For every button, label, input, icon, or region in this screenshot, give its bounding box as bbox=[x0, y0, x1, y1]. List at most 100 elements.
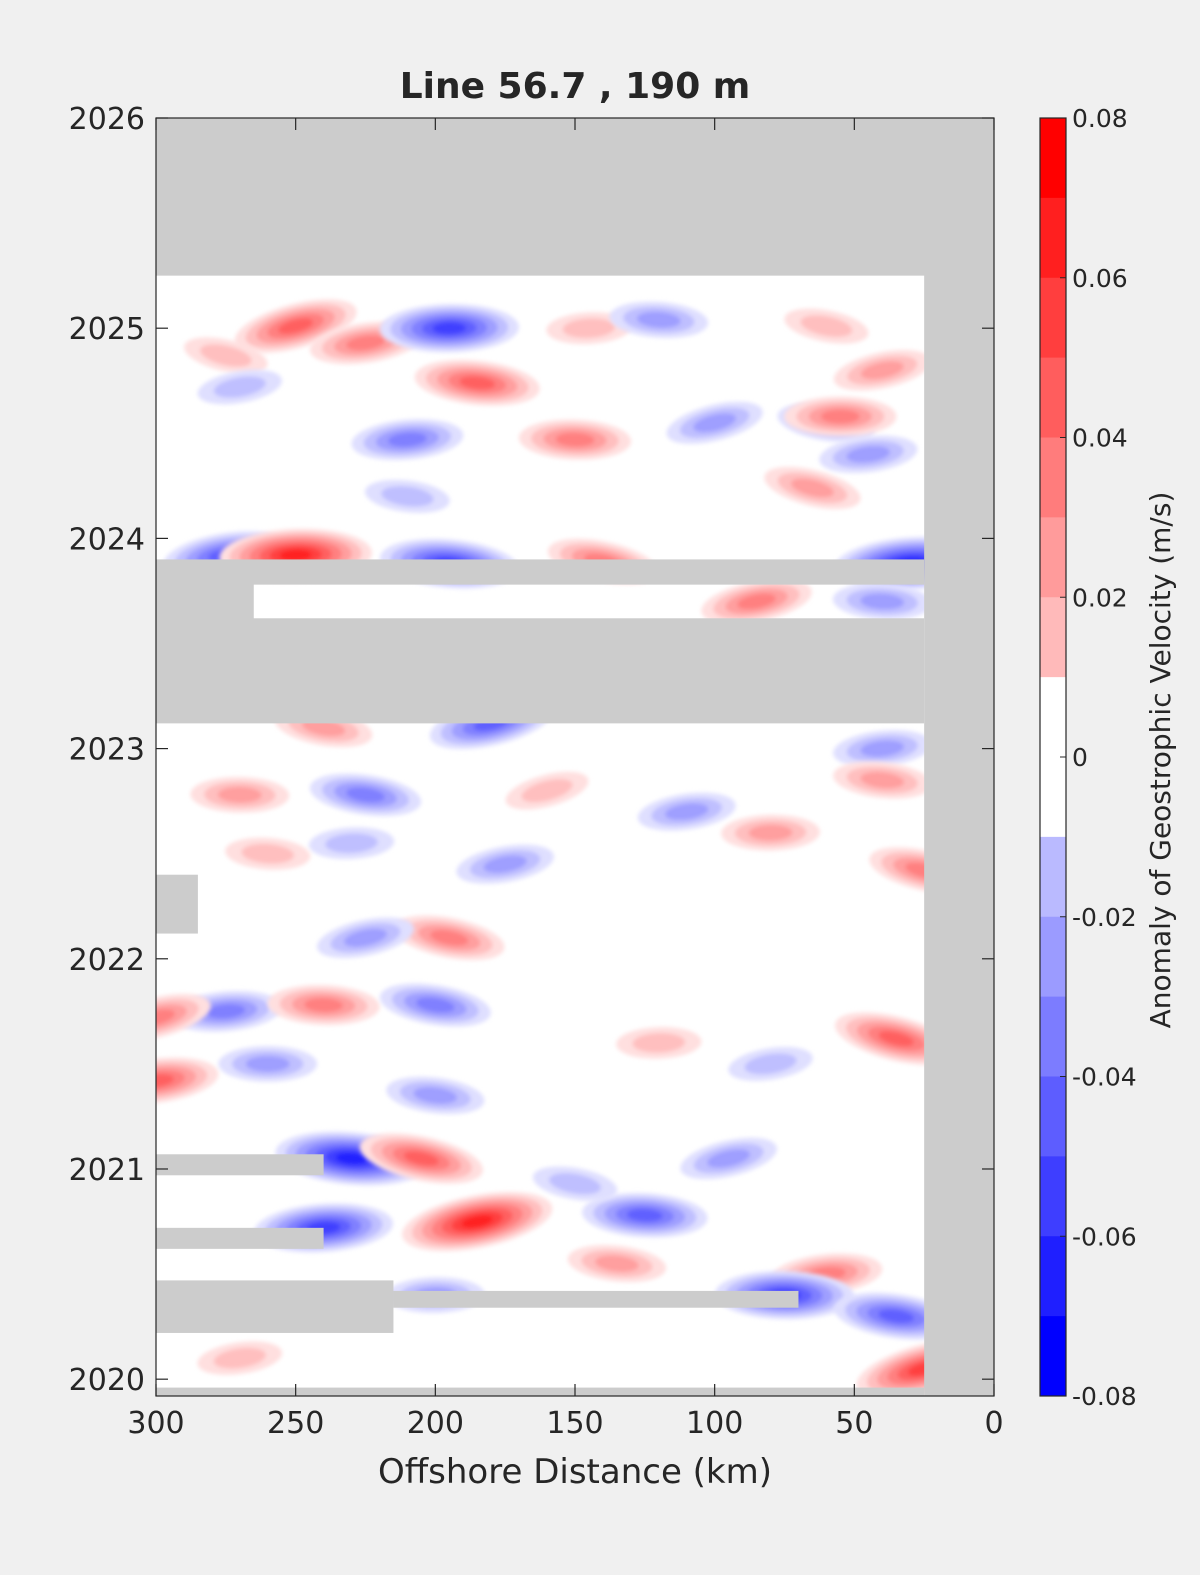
velocity-anomaly-cell bbox=[364, 479, 450, 513]
colorbar: 0.08 0.06 0.04 0.02 0 -0.02 -0.04 -0.06 -0.08 bbox=[1039, 104, 1137, 1411]
velocity-anomaly-cell bbox=[582, 1192, 708, 1238]
velocity-anomaly-cell bbox=[680, 1137, 777, 1180]
velocity-anomaly-cell bbox=[701, 579, 812, 624]
x-tick-label: 300 bbox=[127, 1406, 184, 1441]
missing-data-region bbox=[156, 1387, 925, 1396]
velocity-anomaly-cell bbox=[184, 337, 268, 374]
colorbar-band bbox=[1040, 916, 1066, 998]
velocity-anomaly-cell bbox=[379, 303, 519, 353]
colorbar-tick-label: -0.04 bbox=[1072, 1063, 1137, 1092]
velocity-anomaly-cell bbox=[317, 917, 414, 959]
velocity-anomaly-cell bbox=[784, 308, 869, 344]
velocity-anomaly-cell bbox=[666, 401, 763, 444]
colorbar-band bbox=[1040, 597, 1066, 678]
missing-data-region bbox=[156, 1280, 394, 1333]
velocity-anomaly-cell bbox=[308, 827, 395, 860]
x-tick-label: 150 bbox=[546, 1406, 603, 1441]
velocity-anomaly-cell bbox=[518, 419, 632, 460]
velocity-anomaly-cell bbox=[197, 369, 282, 405]
velocity-anomaly-cell bbox=[532, 1166, 618, 1201]
velocity-anomaly-cell bbox=[414, 359, 540, 406]
missing-data-mask bbox=[156, 118, 994, 1396]
colorbar-band bbox=[1040, 677, 1066, 758]
velocity-anomaly-cell bbox=[764, 466, 861, 510]
velocity-anomaly-cell bbox=[456, 844, 554, 884]
velocity-anomaly-cell bbox=[833, 349, 931, 391]
colorbar-band bbox=[1040, 996, 1066, 1077]
x-axis-label: Offshore Distance (km) bbox=[378, 1452, 772, 1492]
y-tick-label: 2026 bbox=[69, 102, 145, 137]
x-tick-label: 200 bbox=[407, 1406, 464, 1441]
colorbar-band bbox=[1040, 357, 1066, 438]
colorbar-band bbox=[1040, 1156, 1066, 1237]
velocity-anomaly-cell bbox=[218, 1045, 318, 1082]
velocity-anomaly-cell bbox=[616, 1027, 702, 1059]
x-tick-label: 0 bbox=[984, 1406, 1003, 1441]
velocity-anomaly-cell bbox=[379, 983, 491, 1027]
velocity-anomaly-cell bbox=[546, 312, 632, 345]
colorbar-band bbox=[1040, 437, 1066, 518]
colorbar-tick-label: 0 bbox=[1072, 743, 1088, 772]
velocity-anomaly-cell bbox=[309, 773, 422, 817]
colorbar-tick-label: 0.08 bbox=[1072, 104, 1128, 133]
axes: 300 250 200 150 100 50 0 2020 2021 2022 2023 2024 20… bbox=[69, 102, 1004, 1441]
missing-data-region bbox=[924, 118, 994, 1396]
missing-data-region bbox=[393, 1290, 799, 1308]
velocity-anomaly-cell bbox=[197, 1341, 283, 1375]
velocity-anomaly-cell bbox=[505, 771, 589, 810]
velocity-anomaly-cell bbox=[225, 837, 311, 870]
y-tick-label: 2020 bbox=[69, 1363, 145, 1398]
missing-data-region bbox=[156, 1227, 324, 1249]
missing-data-region bbox=[156, 559, 925, 585]
y-tick-label: 2024 bbox=[69, 522, 145, 557]
colorbar-tick-label: 0.04 bbox=[1072, 424, 1128, 453]
missing-data-region bbox=[156, 618, 925, 724]
x-tick-label: 100 bbox=[686, 1406, 743, 1441]
velocity-anomaly-cell bbox=[351, 419, 464, 461]
colorbar-tick-label: -0.06 bbox=[1072, 1222, 1137, 1251]
missing-data-region bbox=[156, 874, 198, 934]
y-tick-label: 2022 bbox=[69, 943, 145, 978]
x-tick-label: 250 bbox=[267, 1406, 324, 1441]
velocity-anomaly-cell bbox=[833, 761, 932, 799]
colorbar-band bbox=[1040, 118, 1066, 199]
y-tick-label: 2023 bbox=[69, 733, 145, 768]
velocity-anomaly-cell bbox=[386, 1076, 485, 1115]
colorbar-band bbox=[1040, 1236, 1066, 1317]
colorbar-band bbox=[1040, 757, 1066, 838]
velocity-anomaly-cell bbox=[832, 583, 932, 620]
colorbar-band bbox=[1040, 517, 1066, 598]
velocity-anomaly-cell bbox=[637, 792, 736, 831]
velocity-anomaly-cell bbox=[721, 814, 820, 851]
colorbar-tick-label: 0.02 bbox=[1072, 583, 1128, 612]
colorbar-tick-label: 0.06 bbox=[1072, 264, 1128, 293]
velocity-anomaly-cell bbox=[567, 1245, 667, 1283]
velocity-anomaly-cell bbox=[190, 776, 290, 813]
missing-data-region bbox=[156, 580, 254, 623]
velocity-anomaly-cell bbox=[234, 299, 357, 353]
colorbar-band bbox=[1040, 836, 1066, 918]
velocity-anomaly-cell bbox=[609, 301, 709, 338]
missing-data-region bbox=[156, 118, 994, 276]
velocity-anomaly-cell bbox=[267, 984, 380, 1026]
velocity-anomaly-cell bbox=[402, 1191, 553, 1252]
velocity-anomaly-cell bbox=[833, 730, 932, 768]
x-tick-label: 50 bbox=[835, 1406, 873, 1441]
colorbar-tick-label: -0.02 bbox=[1072, 903, 1137, 932]
velocity-anomaly-cell bbox=[819, 435, 918, 474]
velocity-anomaly-cell bbox=[728, 1046, 813, 1081]
colorbar-band bbox=[1040, 197, 1066, 279]
missing-data-region bbox=[156, 1154, 324, 1176]
colorbar-band bbox=[1040, 1076, 1066, 1157]
velocity-anomaly-cell bbox=[359, 1133, 483, 1184]
velocity-anomaly-cell bbox=[784, 396, 897, 437]
colorbar-band bbox=[1040, 1316, 1066, 1397]
colorbar-label: Anomaly of Geostrophic Velocity (m/s) bbox=[1144, 492, 1177, 1029]
colorbar-band bbox=[1040, 277, 1066, 359]
y-tick-label: 2025 bbox=[69, 312, 145, 347]
velocity-anomaly-cell bbox=[394, 915, 505, 961]
y-tick-label: 2021 bbox=[69, 1153, 145, 1188]
chart-title: Line 56.7 , 190 m bbox=[400, 66, 751, 107]
colorbar-tick-label: -0.08 bbox=[1072, 1382, 1137, 1411]
